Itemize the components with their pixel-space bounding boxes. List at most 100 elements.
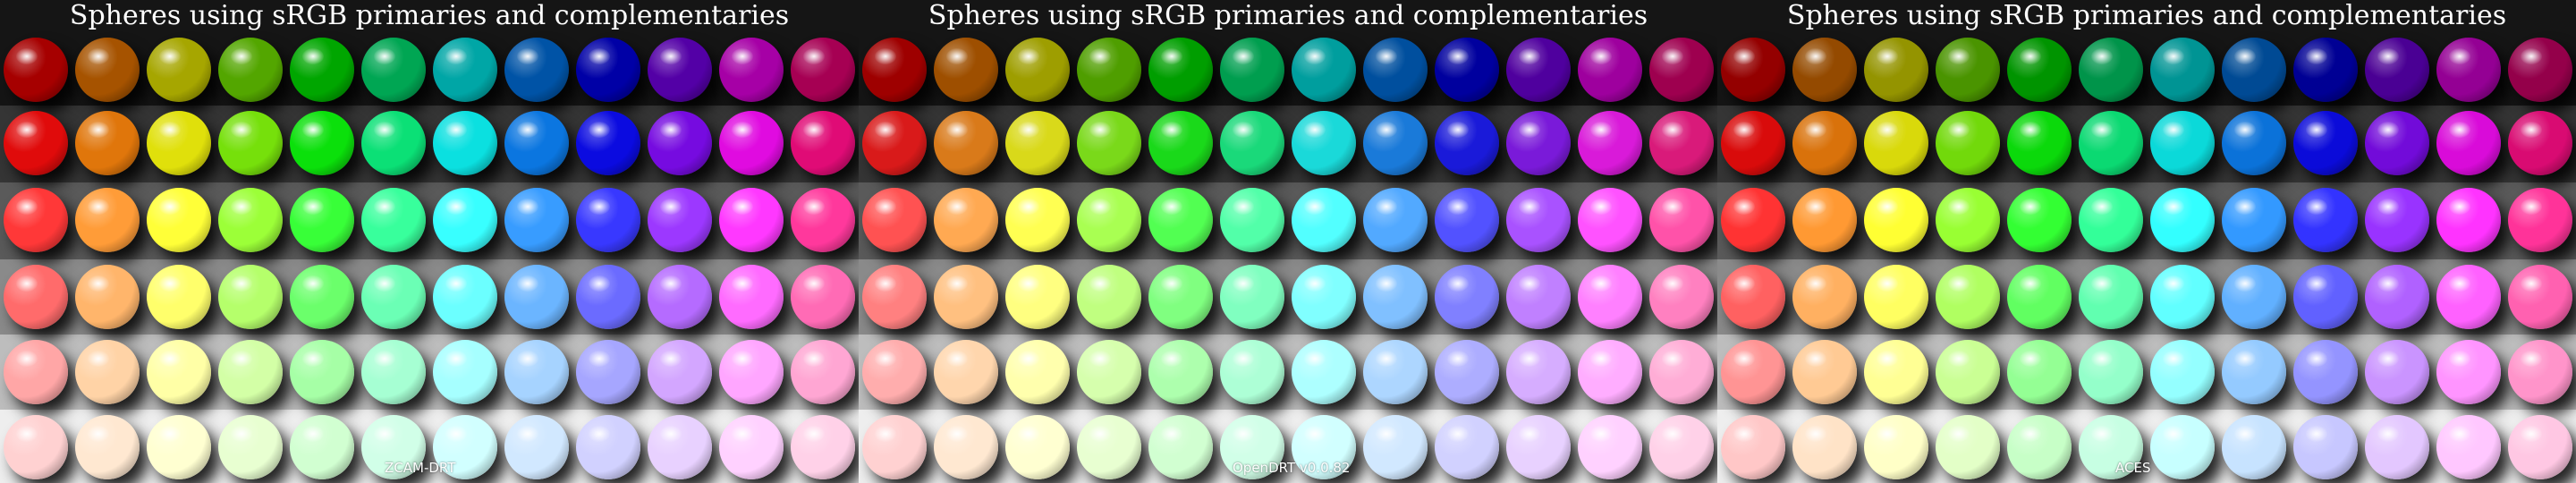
specular-highlight — [2091, 199, 2113, 215]
specular-highlight — [1662, 199, 1683, 215]
background-band — [0, 0, 859, 106]
sphere — [1220, 111, 1284, 175]
specular-highlight — [2449, 48, 2470, 64]
sphere — [576, 415, 640, 479]
specular-highlight — [2449, 351, 2470, 367]
specular-highlight — [1733, 275, 1755, 292]
specular-highlight — [1161, 122, 1182, 138]
specular-highlight — [302, 122, 324, 138]
specular-highlight — [732, 426, 753, 442]
specular-highlight — [1089, 426, 1111, 442]
sphere — [1220, 340, 1284, 404]
specular-highlight — [1590, 48, 1612, 64]
sphere — [648, 38, 712, 102]
sphere — [1506, 38, 1571, 102]
sphere — [1506, 415, 1571, 479]
specular-highlight — [159, 426, 181, 442]
sphere — [1649, 265, 1714, 329]
specular-highlight — [2020, 351, 2041, 367]
sphere — [1292, 265, 1356, 329]
specular-highlight — [88, 275, 109, 292]
specular-highlight — [1447, 48, 1469, 64]
sphere — [1220, 265, 1284, 329]
sphere — [75, 188, 140, 252]
sphere — [1435, 111, 1499, 175]
specular-highlight — [231, 199, 252, 215]
sphere — [1148, 38, 1213, 102]
sphere — [2293, 188, 2358, 252]
sphere — [290, 111, 354, 175]
sphere — [2365, 38, 2429, 102]
sphere — [648, 111, 712, 175]
specular-highlight — [1161, 351, 1182, 367]
sphere — [2436, 415, 2501, 479]
specular-highlight — [660, 48, 682, 64]
specular-highlight — [16, 199, 38, 215]
sphere — [1864, 415, 1928, 479]
specular-highlight — [159, 48, 181, 64]
sphere — [1077, 38, 1141, 102]
specular-highlight — [1733, 48, 1755, 64]
background-band — [0, 182, 859, 259]
specular-highlight — [1590, 426, 1612, 442]
specular-highlight — [1233, 48, 1254, 64]
specular-highlight — [517, 48, 538, 64]
sphere — [576, 188, 640, 252]
sphere — [1649, 415, 1714, 479]
specular-highlight — [1733, 426, 1755, 442]
specular-highlight — [159, 275, 181, 292]
sphere — [504, 38, 569, 102]
specular-highlight — [159, 351, 181, 367]
specular-highlight — [1304, 275, 1326, 292]
sphere-row — [859, 415, 1717, 483]
sphere — [1936, 188, 2000, 252]
sphere — [1649, 188, 1714, 252]
specular-highlight — [2163, 48, 2184, 64]
sphere — [147, 340, 211, 404]
sphere — [2222, 340, 2286, 404]
specular-highlight — [660, 275, 682, 292]
specular-highlight — [88, 351, 109, 367]
specular-highlight — [445, 351, 467, 367]
specular-highlight — [732, 48, 753, 64]
specular-highlight — [2091, 426, 2113, 442]
sphere — [1292, 340, 1356, 404]
tonemap-label: OpenDRT v0.0.82 — [1233, 460, 1351, 476]
sphere — [1721, 111, 1785, 175]
sphere — [1005, 265, 1070, 329]
sphere — [218, 111, 283, 175]
sphere — [4, 38, 68, 102]
sphere — [1721, 340, 1785, 404]
sphere — [2365, 340, 2429, 404]
sphere — [2436, 265, 2501, 329]
specular-highlight — [1805, 48, 1826, 64]
specular-highlight — [374, 275, 395, 292]
sphere-row — [1717, 265, 2576, 336]
specular-highlight — [445, 48, 467, 64]
specular-highlight — [231, 275, 252, 292]
tonemap-label: ZCAM-DRT — [385, 460, 456, 476]
specular-highlight — [946, 426, 968, 442]
specular-highlight — [1376, 199, 1397, 215]
sphere — [2508, 38, 2572, 102]
specular-highlight — [1089, 199, 1111, 215]
sphere — [1578, 340, 1642, 404]
sphere — [1936, 340, 2000, 404]
sphere — [147, 111, 211, 175]
background-band — [0, 410, 859, 483]
specular-highlight — [302, 426, 324, 442]
sphere — [648, 415, 712, 479]
sphere-row — [1717, 188, 2576, 259]
specular-highlight — [1018, 275, 1039, 292]
specular-highlight — [589, 275, 610, 292]
sphere — [1148, 340, 1213, 404]
specular-highlight — [2449, 275, 2470, 292]
specular-highlight — [660, 199, 682, 215]
specular-highlight — [1948, 275, 1970, 292]
sphere — [1005, 38, 1070, 102]
sphere-row — [859, 111, 1717, 182]
specular-highlight — [1447, 275, 1469, 292]
specular-highlight — [1447, 199, 1469, 215]
specular-highlight — [946, 199, 968, 215]
sphere — [1649, 340, 1714, 404]
